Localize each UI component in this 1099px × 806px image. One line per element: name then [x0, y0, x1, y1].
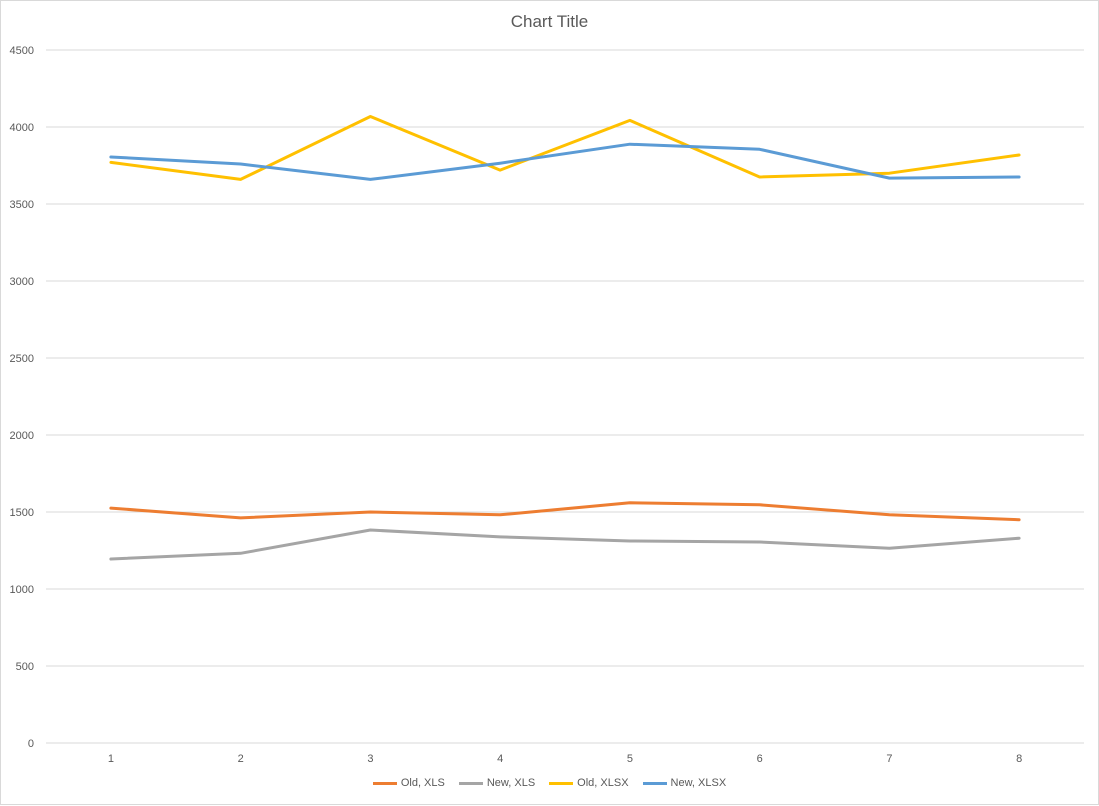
x-tick-label: 2: [238, 753, 244, 765]
x-tick-label: 6: [757, 753, 763, 765]
chart-title: Chart Title: [510, 12, 589, 31]
y-tick-label: 1500: [10, 507, 34, 519]
legend-item: Old, XLS: [372, 777, 445, 789]
series-line-old-xlsx: [109, 115, 1021, 181]
x-axis-tick-labels: 1 2 3 4 5 6 7 8: [108, 753, 1022, 765]
x-tick-label: 8: [1016, 753, 1022, 765]
legend-item: New, XLS: [458, 777, 536, 789]
x-tick-label: 5: [627, 753, 633, 765]
y-axis-tick-labels: 0 500 1000 1500 2000 2500 3000 3500 4000 4500: [10, 45, 34, 750]
y-tick-label: 2000: [10, 430, 34, 442]
y-tick-label: 3000: [10, 276, 34, 288]
y-tick-label: 0: [28, 738, 34, 750]
gridlines: [46, 49, 1084, 744]
legend-label: Old, XLSX: [577, 777, 629, 789]
legend-swatch: [642, 781, 667, 785]
x-tick-label: 1: [108, 753, 114, 765]
y-tick-label: 2500: [10, 353, 34, 365]
series-line-old-xls: [109, 501, 1021, 522]
series-line-new-xls: [109, 528, 1021, 561]
legend-label: New, XLS: [486, 777, 536, 789]
x-tick-label: 7: [886, 753, 892, 765]
x-tick-label: 4: [497, 753, 503, 765]
legend-swatch: [549, 781, 574, 785]
series-lines: [109, 115, 1021, 561]
legend-label: New, XLSX: [670, 777, 727, 789]
series-line-new-xlsx: [109, 142, 1021, 181]
legend-item: New, XLSX: [642, 777, 727, 789]
legend: Old, XLS New, XLS Old, XLSX New, XLSX: [1, 777, 1098, 789]
y-tick-label: 500: [16, 661, 34, 673]
y-tick-label: 4500: [10, 45, 34, 57]
legend-swatch: [458, 781, 483, 785]
legend-label: Old, XLS: [400, 777, 445, 789]
y-tick-label: 3500: [10, 199, 34, 211]
y-tick-label: 1000: [10, 584, 34, 596]
x-tick-label: 3: [367, 753, 373, 765]
legend-swatch: [372, 781, 397, 785]
legend-item: Old, XLSX: [549, 777, 629, 789]
y-tick-label: 4000: [10, 122, 34, 134]
